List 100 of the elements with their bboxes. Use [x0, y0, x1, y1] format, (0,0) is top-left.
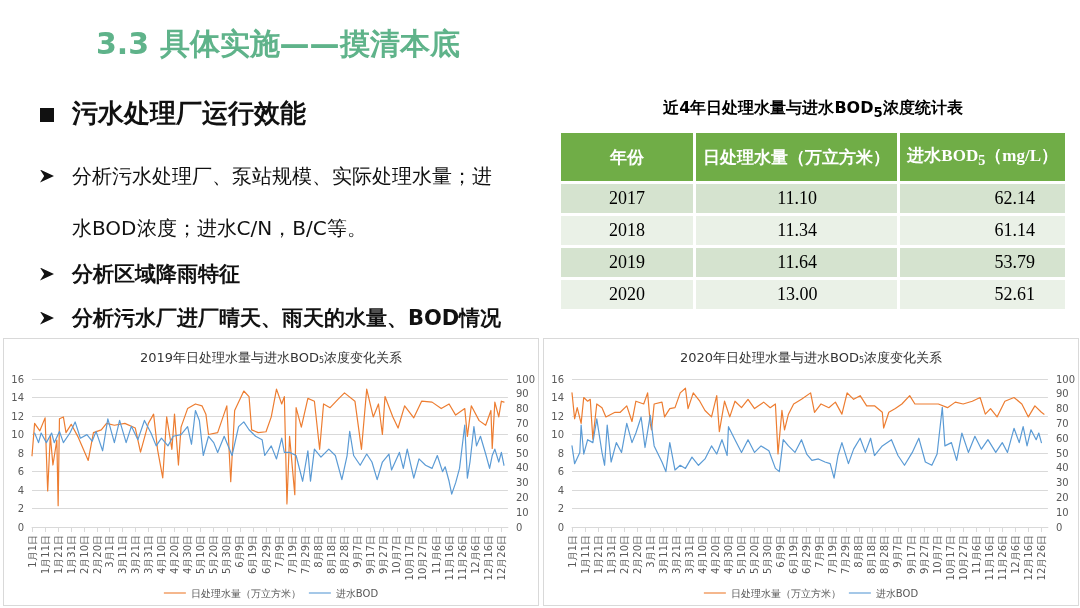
y-tick-label: 16 — [551, 373, 564, 385]
y2-tick-label: 90 — [1055, 388, 1069, 400]
x-tick-label: 11月6日 — [430, 535, 442, 575]
legend-label: 进水BOD — [875, 587, 919, 599]
table-cell: 52.61 — [900, 280, 1065, 310]
x-tick-label: 11月26日 — [456, 535, 468, 581]
y-tick-label: 4 — [17, 484, 24, 496]
x-tick-label: 9月17日 — [905, 535, 917, 575]
x-tick-label: 5月30日 — [221, 535, 233, 575]
text: 分析污水厂进厂晴天、雨天的水量、BOD情况 — [72, 305, 502, 332]
x-tick-label: 5月30日 — [762, 535, 774, 575]
x-tick-label: 1月21日 — [52, 535, 64, 575]
x-tick-label: 4月20日 — [709, 535, 721, 575]
y2-tick-label: 40 — [515, 462, 529, 474]
y-tick-label: 10 — [11, 429, 24, 440]
table-cell: 53.79 — [900, 248, 1065, 278]
table-cell: 62.14 — [900, 184, 1065, 214]
line-series — [571, 406, 1042, 479]
line-series — [31, 388, 505, 507]
x-tick-label: 3月31日 — [142, 535, 154, 575]
y2-tick-label: 60 — [515, 432, 529, 444]
x-tick-label: 1月11日 — [579, 535, 591, 575]
x-tick-label: 10月27日 — [417, 535, 429, 581]
x-tick-label: 9月7日 — [352, 535, 364, 568]
x-tick-label: 1月31日 — [605, 535, 617, 575]
y-tick-label: 0 — [557, 521, 564, 533]
table-cell: 11.10 — [696, 184, 898, 214]
y2-tick-label: 100 — [515, 373, 536, 385]
y2-tick-label: 70 — [1055, 417, 1069, 429]
x-tick-label: 9月7日 — [892, 535, 904, 568]
x-tick-label: 12月26日 — [495, 535, 507, 581]
table-cell: 11.34 — [696, 216, 898, 246]
x-tick-label: 8月18日 — [325, 535, 337, 575]
y2-tick-label: 30 — [1055, 477, 1069, 489]
y-tick-label: 6 — [17, 466, 24, 477]
x-tick-label: 5月20日 — [208, 535, 220, 575]
x-tick-label: 2月10日 — [78, 535, 90, 575]
y-tick-label: 2019 — [561, 248, 693, 278]
x-tick-label: 2月10日 — [618, 535, 630, 575]
x-tick-label: 7月29日 — [840, 535, 852, 575]
text: 分析区域降雨特征 — [72, 261, 240, 288]
y-tick-label: 2018 — [561, 216, 693, 246]
x-tick-label: 10月7日 — [391, 535, 403, 575]
text: 分析污水处理厂、泵站规模、实际处理水量；进水BOD浓度；进水C/N，B/C等。 — [72, 164, 492, 240]
x-tick-label: 2月20日 — [631, 535, 643, 575]
x-tick-label: 进水BOD$_{5}$（mg/L） — [900, 133, 1065, 182]
legend-label: 日处理水量（万立方米） — [190, 587, 301, 599]
y2-tick-label: 70 — [515, 417, 529, 429]
y2-tick-label: 10 — [1055, 506, 1069, 518]
x-tick-label: 6月29日 — [801, 535, 813, 575]
x-tick-label: 1月21日 — [592, 535, 604, 575]
x-tick-label: 9月17日 — [365, 535, 377, 575]
line-series — [34, 409, 505, 495]
x-tick-label: 3月11日 — [657, 535, 669, 575]
x-tick-label: 3月21日 — [670, 535, 682, 575]
x-tick-label: 10月17日 — [404, 535, 416, 581]
y-tick-label: 10 — [551, 429, 564, 440]
x-tick-label: 12月26日 — [1035, 535, 1047, 581]
y-tick-label: 4 — [557, 484, 564, 496]
y2-tick-label: 20 — [1055, 491, 1069, 503]
x-tick-label: 12月16日 — [1022, 535, 1034, 581]
x-tick-label: 3月31日 — [683, 535, 695, 575]
x-tick-label: 7月9日 — [814, 535, 826, 568]
x-tick-label: 11月16日 — [443, 535, 455, 581]
x-tick-label: 3月21日 — [129, 535, 141, 575]
x-tick-label: 9月27日 — [378, 535, 390, 575]
x-tick-label: 4月30日 — [182, 535, 194, 575]
x-tick-label: 4月10日 — [696, 535, 708, 575]
x-tick-label: 11月26日 — [996, 535, 1008, 581]
y-tick-label: 14 — [551, 392, 564, 403]
x-tick-label: 12月6日 — [1009, 535, 1021, 575]
x-tick-label: 4月10日 — [155, 535, 167, 575]
chart-title: 2020年日处理水量与进水BOD5浓度变化关系 — [679, 349, 943, 365]
x-tick-label: 6月19日 — [247, 535, 259, 575]
x-tick-label: 11月16日 — [983, 535, 995, 581]
x-tick-label: 3月1日 — [644, 535, 656, 568]
y-tick-label: 8 — [557, 447, 564, 459]
y2-tick-label: 0 — [1055, 521, 1063, 533]
text: 3.3 具体实施——摸清本底 — [96, 25, 460, 63]
chart-title: 2019年日处理水量与进水BOD5浓度变化关系 — [139, 349, 403, 365]
x-tick-label: 12月6日 — [469, 535, 481, 575]
y2-tick-label: 100 — [1055, 373, 1076, 385]
x-tick-label: 8月8日 — [312, 535, 324, 568]
x-tick-label: 8月28日 — [338, 535, 350, 575]
x-tick-label: 10月7日 — [931, 535, 943, 575]
x-tick-label: 10月27日 — [957, 535, 969, 581]
y-tick-label: 6 — [557, 466, 564, 477]
x-tick-label: 1月31日 — [65, 535, 77, 575]
x-tick-label: 6月9日 — [234, 535, 246, 568]
x-tick-label: 7月19日 — [827, 535, 839, 575]
legend-label: 进水BOD — [335, 587, 379, 599]
y2-tick-label: 20 — [515, 491, 529, 503]
x-tick-label: 8月28日 — [879, 535, 891, 575]
x-tick-label: 8月8日 — [853, 535, 865, 568]
x-tick-label: 6月19日 — [788, 535, 800, 575]
y2-tick-label: 50 — [1055, 447, 1069, 459]
y2-tick-label: 80 — [515, 403, 529, 415]
x-tick-label: 9月27日 — [918, 535, 930, 575]
text: 污水处理厂运行效能 — [72, 98, 306, 128]
x-tick-label: 5月20日 — [749, 535, 761, 575]
